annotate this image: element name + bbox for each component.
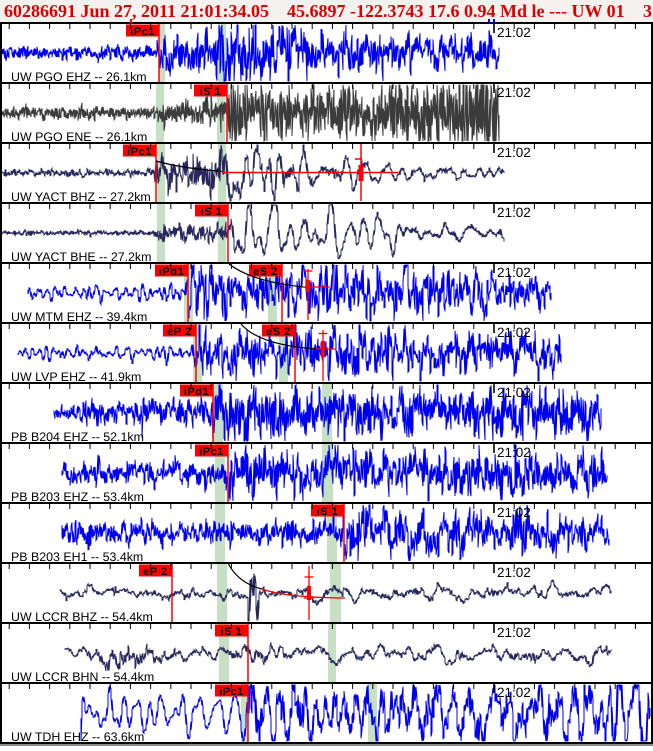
svg-text:21:02: 21:02	[497, 25, 531, 40]
svg-text:21:02: 21:02	[497, 385, 531, 400]
svg-text:21:02: 21:02	[497, 85, 531, 100]
svg-text:eS 2: eS 2	[253, 266, 278, 278]
svg-text:eS 2: eS 2	[266, 326, 291, 338]
svg-text:UW YACT BHE -- 27.2km: UW YACT BHE -- 27.2km	[11, 250, 151, 264]
svg-text:UW LVP EHZ -- 41.9km: UW LVP EHZ -- 41.9km	[11, 370, 141, 384]
svg-text:iPc1: iPc1	[199, 446, 224, 458]
svg-text:21:02: 21:02	[497, 505, 531, 520]
svg-text:PB B204 EHZ -- 52.1km: PB B204 EHZ -- 52.1km	[11, 430, 144, 444]
svg-text:UW MTM EHZ -- 39.4km: UW MTM EHZ -- 39.4km	[11, 310, 147, 324]
svg-text:eP 2: eP 2	[143, 566, 167, 578]
svg-text:iPd1: iPd1	[159, 266, 184, 278]
svg-text:UW PGO EHZ -- 26.1km: UW PGO EHZ -- 26.1km	[11, 70, 147, 84]
svg-text:PB B203 EHZ -- 53.4km: PB B203 EHZ -- 53.4km	[11, 490, 144, 504]
svg-text:UW LCCR BHZ -- 54.4km: UW LCCR BHZ -- 54.4km	[11, 610, 153, 624]
svg-text:iS 1: iS 1	[201, 206, 223, 218]
svg-text:UW YACT BHZ -- 27.2km: UW YACT BHZ -- 27.2km	[11, 190, 151, 204]
svg-text:21:02: 21:02	[497, 565, 531, 580]
svg-text:iPd1: iPd1	[184, 386, 209, 398]
svg-text:iS 1: iS 1	[200, 86, 222, 98]
svg-text:21:02: 21:02	[497, 325, 531, 340]
svg-text:iS 1: iS 1	[317, 506, 339, 518]
svg-text:UW TDH EHZ -- 63.6km: UW TDH EHZ -- 63.6km	[11, 730, 144, 744]
svg-text:21:02: 21:02	[497, 145, 531, 160]
svg-text:21:02: 21:02	[497, 445, 531, 460]
svg-text:eP 2: eP 2	[167, 326, 191, 338]
svg-text:iPc1: iPc1	[127, 146, 152, 158]
svg-text:PB B203 EH1 -- 53.4km: PB B203 EH1 -- 53.4km	[11, 550, 143, 564]
svg-text:iS 1: iS 1	[221, 626, 243, 638]
svg-text:UW LCCR BHN -- 54.4km: UW LCCR BHN -- 54.4km	[11, 670, 154, 684]
svg-text:21:02: 21:02	[497, 685, 531, 700]
svg-text:UW PGO ENE -- 26.1km: UW PGO ENE -- 26.1km	[11, 130, 147, 144]
svg-text:21:02: 21:02	[497, 205, 531, 220]
svg-text:iPc1: iPc1	[219, 686, 244, 698]
svg-text:21:02: 21:02	[497, 625, 531, 640]
svg-text:21:02: 21:02	[497, 265, 531, 280]
svg-text:iPc1: iPc1	[130, 26, 155, 38]
